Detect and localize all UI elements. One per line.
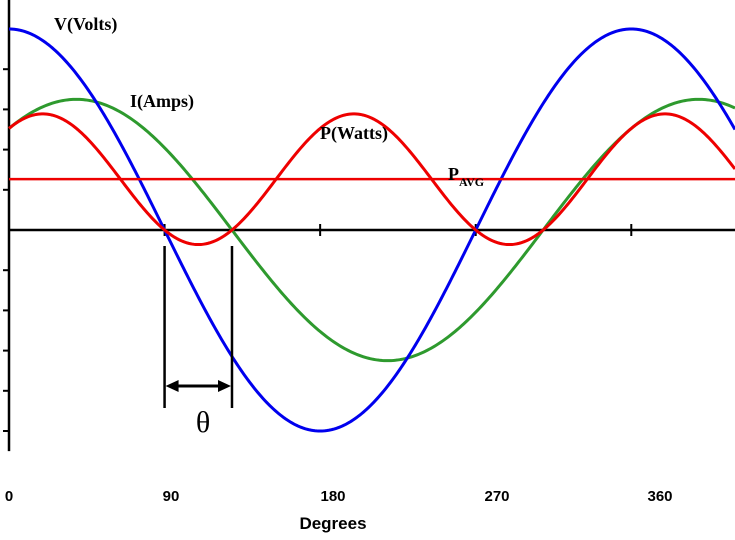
labels: V(Volts) I(Amps) P(Watts) PAVG 0 90 180 … bbox=[5, 14, 673, 533]
phase-arrow-head-left bbox=[165, 380, 179, 392]
series-label-power-average-main: P bbox=[448, 164, 459, 184]
x-axis-title: Degrees bbox=[299, 514, 366, 533]
annotations bbox=[163, 246, 234, 408]
x-tick-label-360: 360 bbox=[647, 488, 672, 505]
series-label-power-average-sub: AVG bbox=[459, 175, 484, 189]
phase-arrow-head-right bbox=[217, 380, 231, 392]
series-label-current: I(Amps) bbox=[130, 91, 194, 112]
series-voltage-line bbox=[8, 27, 735, 433]
x-tick-label-90: 90 bbox=[163, 488, 180, 505]
x-tick-label-180: 180 bbox=[320, 488, 345, 505]
axes bbox=[3, 0, 735, 452]
x-tick-label-0: 0 bbox=[5, 488, 13, 505]
series-label-voltage: V(Volts) bbox=[54, 14, 117, 35]
series-group bbox=[8, 27, 735, 433]
series-label-power-average: PAVG bbox=[448, 164, 484, 189]
x-tick-label-270: 270 bbox=[484, 488, 509, 505]
series-label-power: P(Watts) bbox=[320, 123, 388, 144]
phase-angle-label: θ bbox=[196, 406, 210, 439]
series-power-line bbox=[8, 112, 735, 247]
